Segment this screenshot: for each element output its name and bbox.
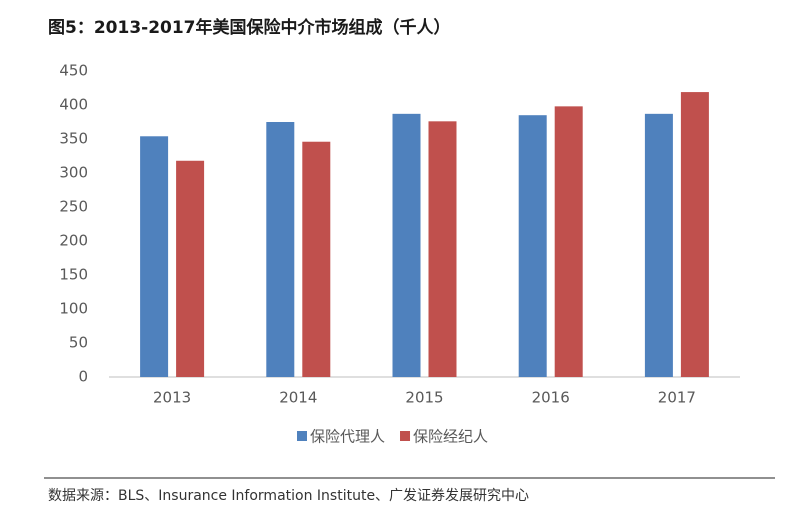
bar (680, 92, 709, 377)
bar (140, 136, 169, 377)
y-tick-label: 200 (59, 232, 88, 250)
source-note: 数据来源：BLS、Insurance Information Institute… (48, 488, 529, 504)
bar (644, 113, 673, 377)
bar (554, 106, 583, 378)
y-tick-label: 150 (59, 266, 88, 284)
bar (518, 115, 547, 377)
x-tick-label: 2015 (405, 389, 443, 407)
legend-label: 保险经纪人 (413, 428, 488, 446)
bar (176, 160, 205, 377)
y-tick-label: 300 (59, 164, 88, 182)
y-tick-label: 450 (59, 62, 88, 80)
y-tick-label: 350 (59, 130, 88, 148)
y-tick-label: 100 (59, 300, 88, 318)
legend-swatch (297, 431, 307, 441)
x-tick-label: 2014 (279, 389, 317, 407)
y-tick-label: 50 (69, 334, 88, 352)
chart-title: 图5：2013-2017年美国保险中介市场组成（千人） (48, 17, 451, 38)
bar (392, 113, 421, 377)
y-tick-label: 0 (78, 368, 88, 386)
bar (428, 121, 457, 377)
bar (302, 141, 331, 377)
legend-swatch (400, 431, 411, 441)
x-tick-label: 2016 (532, 389, 570, 407)
x-tick-label: 2017 (658, 389, 696, 407)
x-tick-label: 2013 (153, 389, 191, 407)
legend-label: 保险代理人 (310, 428, 385, 446)
y-tick-label: 400 (59, 96, 88, 114)
y-tick-label: 250 (59, 198, 88, 216)
bar (266, 122, 295, 377)
